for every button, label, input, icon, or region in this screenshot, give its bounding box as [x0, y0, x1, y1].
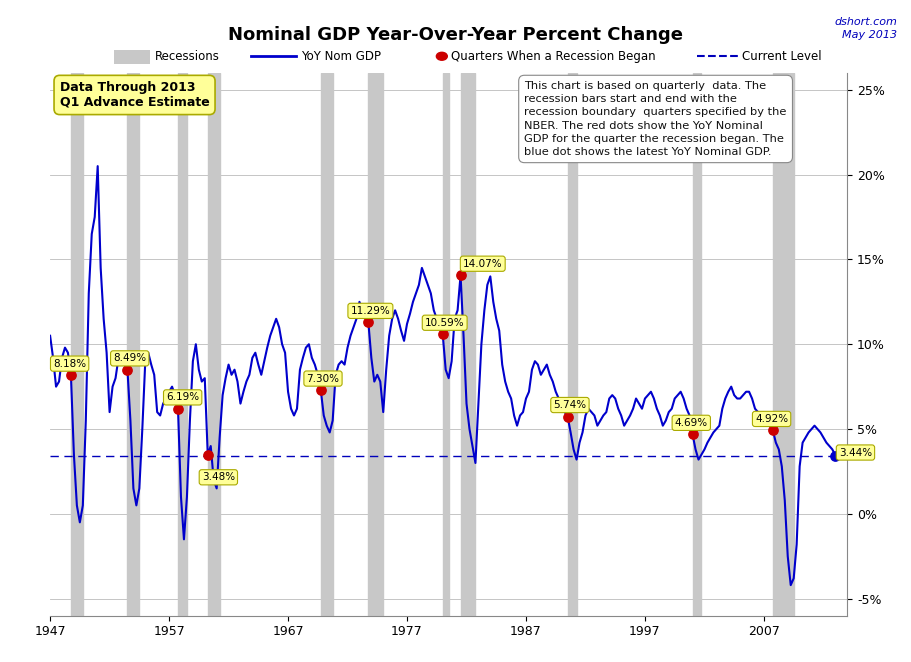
Bar — [368, 73, 384, 616]
Text: Nominal GDP Year-Over-Year Percent Change: Nominal GDP Year-Over-Year Percent Chang… — [228, 26, 683, 44]
Bar — [568, 73, 577, 616]
Point — [200, 449, 215, 460]
Point — [828, 450, 843, 461]
Bar — [178, 73, 187, 616]
Bar — [773, 73, 793, 616]
Point — [170, 404, 185, 414]
Text: 14.07%: 14.07% — [463, 259, 503, 269]
Bar — [692, 73, 701, 616]
Text: 4.69%: 4.69% — [675, 418, 708, 428]
Point — [765, 425, 780, 436]
Text: May 2013: May 2013 — [842, 30, 897, 40]
Text: 3.44%: 3.44% — [839, 448, 872, 457]
Text: dshort.com: dshort.com — [834, 17, 897, 26]
Text: 11.29%: 11.29% — [351, 306, 390, 316]
Point — [120, 365, 135, 375]
Point — [313, 385, 328, 395]
Text: Recessions: Recessions — [155, 50, 220, 63]
Text: YoY Nom GDP: YoY Nom GDP — [301, 50, 381, 63]
Text: 5.74%: 5.74% — [553, 400, 587, 410]
Bar — [321, 73, 333, 616]
Bar — [461, 73, 476, 616]
Text: 8.49%: 8.49% — [113, 354, 147, 363]
Bar — [71, 73, 83, 616]
Point — [454, 270, 468, 281]
Point — [435, 329, 450, 340]
Point — [560, 411, 575, 422]
Bar — [443, 73, 449, 616]
Text: 6.19%: 6.19% — [166, 393, 200, 402]
Text: Quarters When a Recession Began: Quarters When a Recession Began — [451, 50, 656, 63]
Text: 10.59%: 10.59% — [425, 318, 465, 328]
Text: 3.48%: 3.48% — [202, 472, 235, 483]
Point — [64, 370, 78, 381]
Bar — [208, 73, 220, 616]
Text: 7.30%: 7.30% — [306, 373, 340, 383]
Text: 4.92%: 4.92% — [755, 414, 788, 424]
Bar — [128, 73, 139, 616]
Text: Data Through 2013
Q1 Advance Estimate: Data Through 2013 Q1 Advance Estimate — [60, 81, 210, 109]
Text: 8.18%: 8.18% — [53, 359, 87, 369]
Text: Current Level: Current Level — [742, 50, 822, 63]
Text: This chart is based on quarterly  data. The
recession bars start and end with th: This chart is based on quarterly data. T… — [525, 81, 787, 157]
Point — [361, 317, 375, 328]
Point — [685, 429, 700, 440]
